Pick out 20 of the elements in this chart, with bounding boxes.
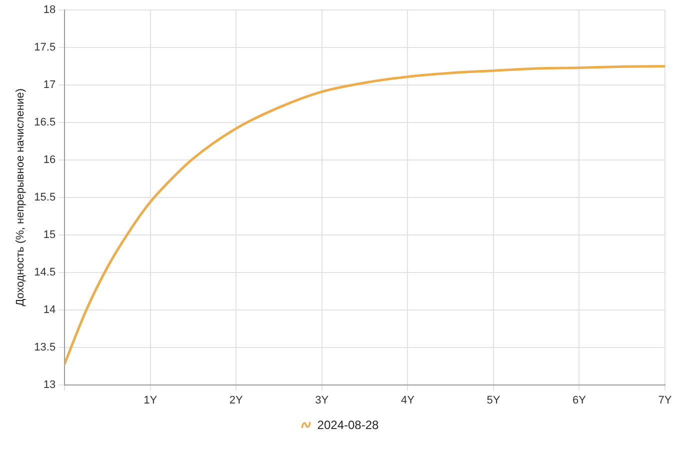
y-tick-label: 14	[43, 304, 56, 316]
x-tick-label: 7Y	[658, 394, 672, 406]
x-tick-label: 1Y	[144, 394, 158, 406]
x-tick-label: 3Y	[315, 394, 330, 406]
y-tick-label: 16.5	[34, 116, 56, 128]
y-tick-label: 15.5	[34, 191, 56, 204]
y-tick-label: 15	[43, 228, 56, 241]
x-tick-label: 6Y	[572, 394, 587, 406]
legend-label: 2024-08-28	[317, 418, 379, 432]
y-tick-label: 14.5	[34, 266, 56, 278]
x-tick-label: 2Y	[229, 394, 244, 406]
y-tick-label: 13.5	[34, 341, 56, 354]
y-axis-title: Доходность (%, непрерывное начисление)	[14, 88, 27, 306]
y-tick-label: 17	[43, 78, 56, 91]
y-tick-label: 16	[43, 154, 56, 166]
x-tick-label: 5Y	[486, 394, 501, 406]
x-tick-label: 4Y	[400, 394, 416, 406]
y-tick-label: 17.5	[34, 42, 56, 54]
y-tick-label: 13	[43, 378, 56, 391]
y-tick-label: 18	[43, 4, 56, 16]
